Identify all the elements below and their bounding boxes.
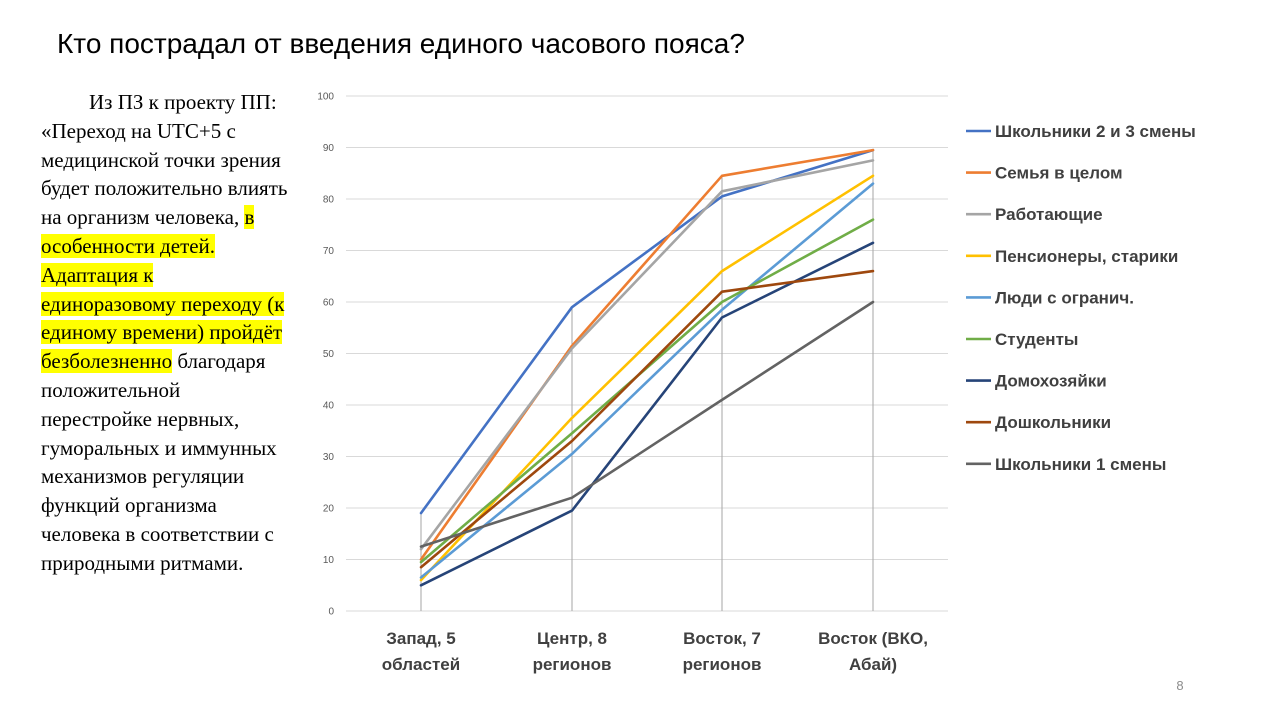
legend-item: Школьники 1 смены [966,455,1166,474]
legend-label: Работающие [995,205,1103,224]
y-tick-label: 0 [328,607,334,618]
x-axis-tick-labels: Запад, 5 областей Центр, 8 регионов Восток, … [382,629,928,674]
legend-label: Школьники 2 и 3 смены [995,122,1196,141]
series-line-6 [419,241,875,587]
series-line-8 [419,300,875,548]
legend-item: Работающие [966,205,1103,224]
legend-item: Домохозяйки [966,372,1107,391]
series-line-7 [419,269,875,569]
quote-part-3: благодаря положительной перестройке нерв… [41,349,277,575]
chart-gridlines [346,95,948,612]
legend-label: Школьники 1 смены [995,455,1166,474]
legend-item: Студенты [966,330,1078,349]
slide-title: Кто пострадал от введения единого часово… [57,28,745,59]
chart-series [419,148,875,587]
series-line-1 [419,148,875,561]
x-tick-label: Восток, 7 регионов [683,629,762,674]
legend-label: Дошкольники [995,413,1111,432]
y-tick-label: 40 [323,401,335,412]
quote-part-1: Из ПЗ к проекту ПП: «Переход на UTC+5 с … [41,90,288,230]
legend-label: Домохозяйки [995,372,1107,391]
chart-drop-lines [420,150,874,611]
series-line-4 [419,182,875,579]
legend-item: Дошкольники [966,413,1111,432]
legend-item: Семья в целом [966,164,1123,183]
y-tick-label: 100 [317,92,334,103]
y-tick-label: 90 [323,143,335,154]
y-axis-tick-labels: 0 10 20 30 40 50 60 70 80 90 100 [317,92,334,618]
y-tick-label: 60 [323,298,335,309]
series-line-2 [419,159,875,551]
legend-item: Пенсионеры, старики [966,247,1178,266]
legend-label: Люди с огранич. [995,288,1134,307]
y-tick-label: 20 [323,504,335,515]
y-tick-label: 30 [323,452,335,463]
x-tick-label: Восток (ВКО, Абай) [818,629,928,674]
series-line-3 [419,174,875,582]
legend-label: Пенсионеры, старики [995,247,1178,266]
y-tick-label: 70 [323,246,335,257]
legend-label: Студенты [995,330,1078,349]
legend-label: Семья в целом [995,164,1123,183]
y-tick-label: 80 [323,195,335,206]
legend-item: Школьники 2 и 3 смены [966,122,1196,141]
legend-item: Люди с огранич. [966,288,1134,307]
page-number: 8 [1176,678,1184,693]
series-line-0 [419,148,875,515]
x-tick-label: Центр, 8 регионов [533,629,612,674]
chart-legend: Школьники 2 и 3 смены Семья в целом Работа… [966,122,1196,474]
y-tick-label: 50 [323,349,335,360]
y-tick-label: 10 [323,555,335,566]
x-tick-label: Запад, 5 областей [382,629,460,674]
quote-text: Из ПЗ к проекту ПП: «Переход на UTC+5 с … [41,88,291,578]
